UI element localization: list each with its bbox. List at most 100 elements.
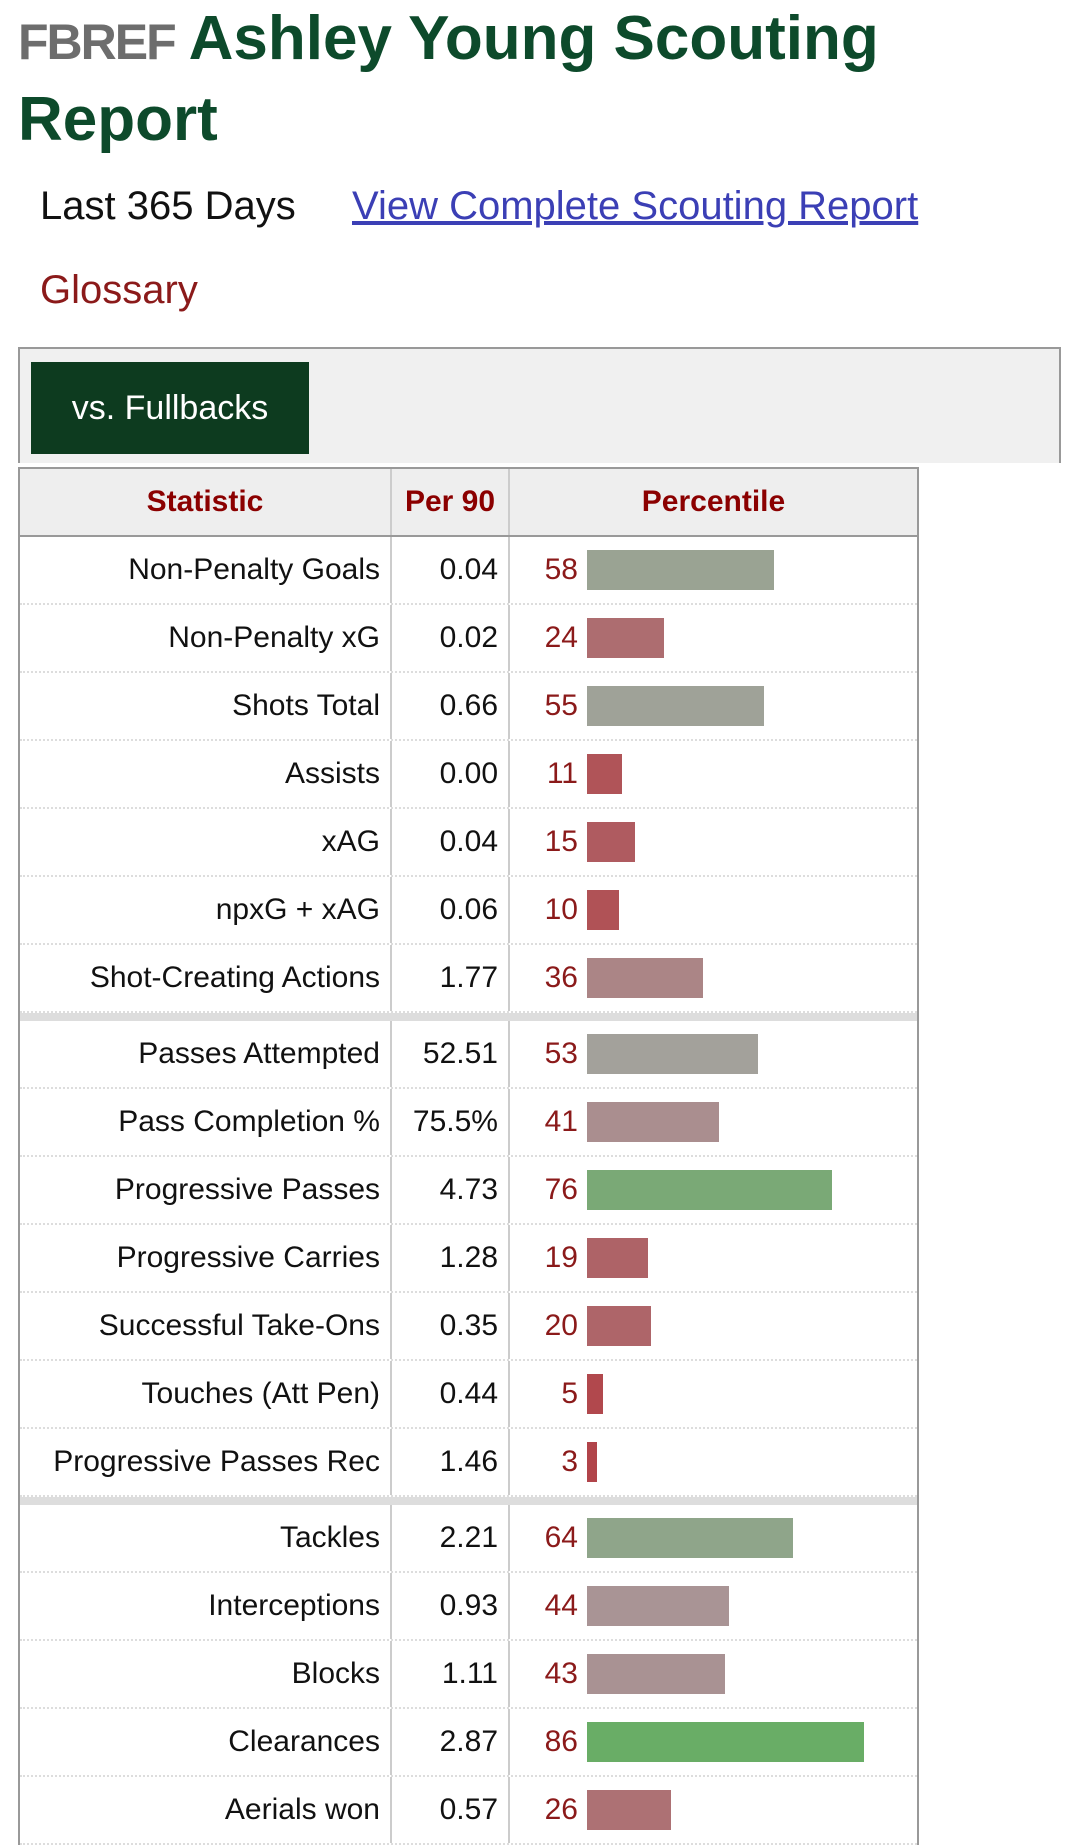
percentile-value: 26 (544, 1793, 578, 1826)
logo[interactable]: FBREF (18, 14, 177, 70)
percentile-cell: 24 (510, 605, 917, 671)
page-title: FBREF Ashley Young Scouting Report (18, 0, 1058, 159)
per-90: 52.51 (392, 1021, 510, 1087)
stat-name: Clearances (20, 1709, 392, 1775)
per-90: 0.02 (392, 605, 510, 671)
percentile-bar (587, 1790, 671, 1830)
stat-name: Progressive Passes Rec (20, 1429, 392, 1495)
table-row: Assists 0.00 11 (20, 741, 917, 809)
table-row: Shots Total 0.66 55 (20, 673, 917, 741)
tab[interactable]: vs. Fullbacks (31, 362, 309, 454)
percentile-cell: 10 (510, 877, 917, 943)
stat-name: Touches (Att Pen) (20, 1361, 392, 1427)
percentile-cell: 11 (510, 741, 917, 807)
stat-name: Shots Total (20, 673, 392, 739)
group-separator (20, 1497, 917, 1505)
per-90: 2.21 (392, 1505, 510, 1571)
table-row: Tackles 2.21 64 (20, 1505, 917, 1573)
column-header[interactable]: Percentile (641, 485, 786, 518)
percentile-bar (587, 958, 703, 998)
percentile-bar (587, 822, 636, 862)
percentile-bar (587, 1170, 832, 1210)
per-90: 0.00 (392, 741, 510, 807)
table-row: Progressive Passes 4.73 76 (20, 1157, 917, 1225)
stat-name: Tackles (20, 1505, 392, 1571)
percentile-value: 44 (544, 1589, 578, 1622)
percentile-value: 64 (544, 1521, 578, 1554)
stat-name: Shot-Creating Actions (20, 945, 392, 1011)
per-90: 1.28 (392, 1225, 510, 1291)
percentile-bar (587, 754, 623, 794)
stat-name: Assists (20, 741, 392, 807)
report-link[interactable]: View Complete Scouting Report (352, 184, 919, 228)
percentile-value: 53 (544, 1037, 578, 1070)
stat-name: Non-Penalty xG (20, 605, 392, 671)
glossary-link[interactable]: Glossary (40, 268, 198, 312)
stat-name: Interceptions (20, 1573, 392, 1639)
table-row: Aerials won 0.57 26 (20, 1777, 917, 1845)
period: Last 365 Days (40, 184, 296, 228)
per-90: 0.93 (392, 1573, 510, 1639)
table-row: Clearances 2.87 86 (20, 1709, 917, 1777)
percentile-bar (587, 1306, 652, 1346)
percentile-value: 86 (544, 1725, 578, 1758)
percentile-cell: 36 (510, 945, 917, 1011)
percentile-bar (587, 1034, 758, 1074)
percentile-cell: 55 (510, 673, 917, 739)
percentile-cell: 20 (510, 1293, 917, 1359)
percentile-cell: 86 (510, 1709, 917, 1775)
percentile-cell: 43 (510, 1641, 917, 1707)
per-90: 0.04 (392, 809, 510, 875)
table-row: npxG + xAG 0.06 10 (20, 877, 917, 945)
per-90: 1.46 (392, 1429, 510, 1495)
percentile-bar (587, 1722, 864, 1762)
percentile-value: 3 (561, 1445, 578, 1478)
column-header[interactable]: Per 90 (392, 469, 510, 535)
per-90: 0.06 (392, 877, 510, 943)
group-separator (20, 1013, 917, 1021)
percentile-bar (587, 1374, 604, 1414)
percentile-bar (587, 890, 620, 930)
stat-name: Progressive Passes (20, 1157, 392, 1223)
percentile-cell: 76 (510, 1157, 917, 1223)
percentile-bar (587, 1102, 720, 1142)
percentile-bar (587, 1518, 794, 1558)
percentile-cell: 19 (510, 1225, 917, 1291)
percentile-bar (587, 1586, 729, 1626)
percentile-value: 43 (544, 1657, 578, 1690)
percentile-cell: 15 (510, 809, 917, 875)
stat-name: xAG (20, 809, 392, 875)
percentile-value: 15 (544, 825, 578, 858)
table-row: Pass Completion % 75.5% 41 (20, 1089, 917, 1157)
percentile-value: 19 (544, 1241, 578, 1274)
per-90: 4.73 (392, 1157, 510, 1223)
percentile-value: 36 (544, 961, 578, 994)
percentile-bar (587, 686, 765, 726)
per-90: 0.44 (392, 1361, 510, 1427)
percentile-cell: 5 (510, 1361, 917, 1427)
percentile-bar (587, 550, 774, 590)
header-row: Statistic Per 90 Percentile (20, 469, 917, 537)
percentile-cell: 41 (510, 1089, 917, 1155)
per-90: 2.87 (392, 1709, 510, 1775)
percentile-cell: 53 (510, 1021, 917, 1087)
table-row: Successful Take-Ons 0.35 20 (20, 1293, 917, 1361)
table-row: Interceptions 0.93 44 (20, 1573, 917, 1641)
percentile-bar (587, 1442, 597, 1482)
stat-name: Progressive Carries (20, 1225, 392, 1291)
per-90: 0.04 (392, 537, 510, 603)
table-row: Passes Attempted 52.51 53 (20, 1021, 917, 1089)
percentile-value: 58 (544, 553, 578, 586)
stat-name: Passes Attempted (20, 1021, 392, 1087)
table-row: Progressive Carries 1.28 19 (20, 1225, 917, 1293)
stat-name: Successful Take-Ons (20, 1293, 392, 1359)
table-row: Shot-Creating Actions 1.77 36 (20, 945, 917, 1013)
per-90: 1.77 (392, 945, 510, 1011)
per-90: 1.11 (392, 1641, 510, 1707)
title: Ashley Young Scouting Report (18, 4, 879, 154)
column-header[interactable]: Statistic (20, 469, 392, 535)
percentile-cell: 58 (510, 537, 917, 603)
stat-name: Pass Completion % (20, 1089, 392, 1155)
percentile-value: 41 (544, 1105, 578, 1138)
